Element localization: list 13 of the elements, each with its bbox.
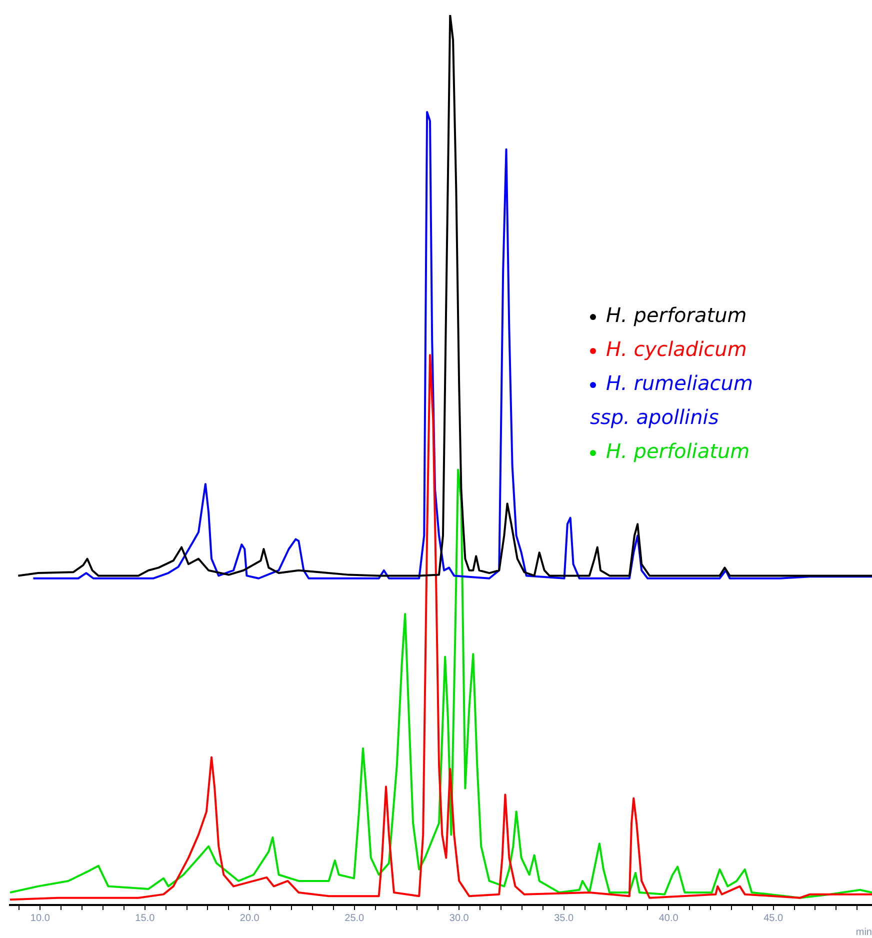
legend-label: H. rumeliacum ssp. apollinis [590, 371, 753, 429]
x-tick-label: 30.0 [449, 912, 470, 924]
x-tick-label: 25.0 [344, 912, 365, 924]
legend-label: H. perfoliatum [606, 439, 750, 463]
x-tick-label: 35.0 [554, 912, 574, 924]
x-axis-title: min [856, 926, 872, 938]
x-tick-label: 10.0 [30, 912, 50, 924]
legend-label: H. perforatum [606, 303, 747, 327]
x-tick-label: 40.0 [658, 912, 679, 924]
x-tick-label: 20.0 [240, 912, 260, 924]
x-tick-label: 15.0 [135, 912, 156, 924]
legend-label: H. cycladicum [606, 337, 747, 361]
x-tick-label: 45.0 [764, 912, 784, 924]
